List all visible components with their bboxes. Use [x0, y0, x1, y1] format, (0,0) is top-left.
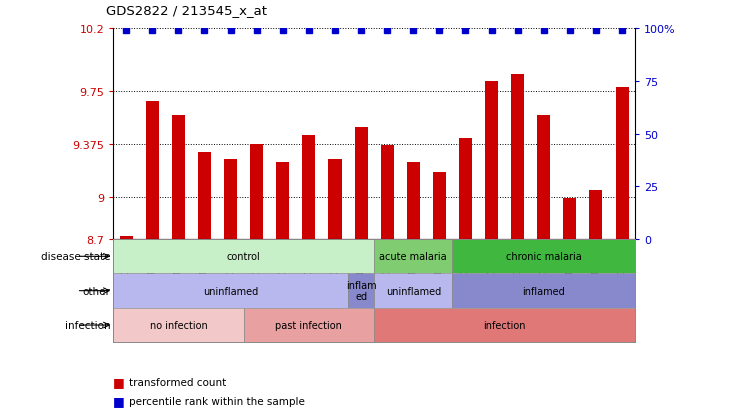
Bar: [485, 82, 498, 240]
Bar: [348, 274, 374, 308]
Text: inflamed: inflamed: [523, 286, 565, 296]
Text: ■: ■: [113, 375, 125, 389]
Bar: [459, 138, 472, 240]
Text: other: other: [82, 286, 110, 296]
Text: infection: infection: [483, 320, 526, 330]
Text: uninflamed: uninflamed: [385, 286, 441, 296]
Bar: [198, 152, 211, 240]
Bar: [276, 162, 289, 240]
Bar: [374, 274, 453, 308]
Text: inflam
ed: inflam ed: [346, 280, 377, 302]
Text: GDS2822 / 213545_x_at: GDS2822 / 213545_x_at: [106, 4, 267, 17]
Bar: [328, 159, 342, 240]
Bar: [302, 135, 315, 240]
Text: control: control: [227, 252, 261, 262]
Text: chronic malaria: chronic malaria: [506, 252, 582, 262]
Bar: [615, 88, 629, 240]
Bar: [120, 237, 133, 240]
Bar: [113, 240, 374, 274]
Bar: [537, 116, 550, 240]
Text: past infection: past infection: [275, 320, 342, 330]
Bar: [380, 145, 393, 240]
Bar: [224, 159, 237, 240]
Text: infection: infection: [65, 320, 110, 330]
Bar: [250, 145, 264, 240]
Bar: [374, 308, 635, 342]
Bar: [589, 190, 602, 240]
Bar: [564, 199, 577, 240]
Bar: [433, 172, 446, 240]
Bar: [355, 127, 368, 240]
Bar: [244, 308, 374, 342]
Text: disease state: disease state: [41, 252, 110, 262]
Bar: [172, 116, 185, 240]
Bar: [453, 274, 635, 308]
Text: ■: ■: [113, 394, 125, 407]
Bar: [407, 162, 420, 240]
Bar: [511, 75, 524, 240]
Text: acute malaria: acute malaria: [380, 252, 447, 262]
Bar: [113, 308, 244, 342]
Text: percentile rank within the sample: percentile rank within the sample: [129, 396, 305, 406]
Bar: [453, 240, 635, 274]
Text: transformed count: transformed count: [129, 377, 226, 387]
Text: no infection: no infection: [150, 320, 207, 330]
Text: uninflamed: uninflamed: [203, 286, 258, 296]
Bar: [146, 102, 159, 240]
Bar: [374, 240, 453, 274]
Bar: [113, 274, 348, 308]
